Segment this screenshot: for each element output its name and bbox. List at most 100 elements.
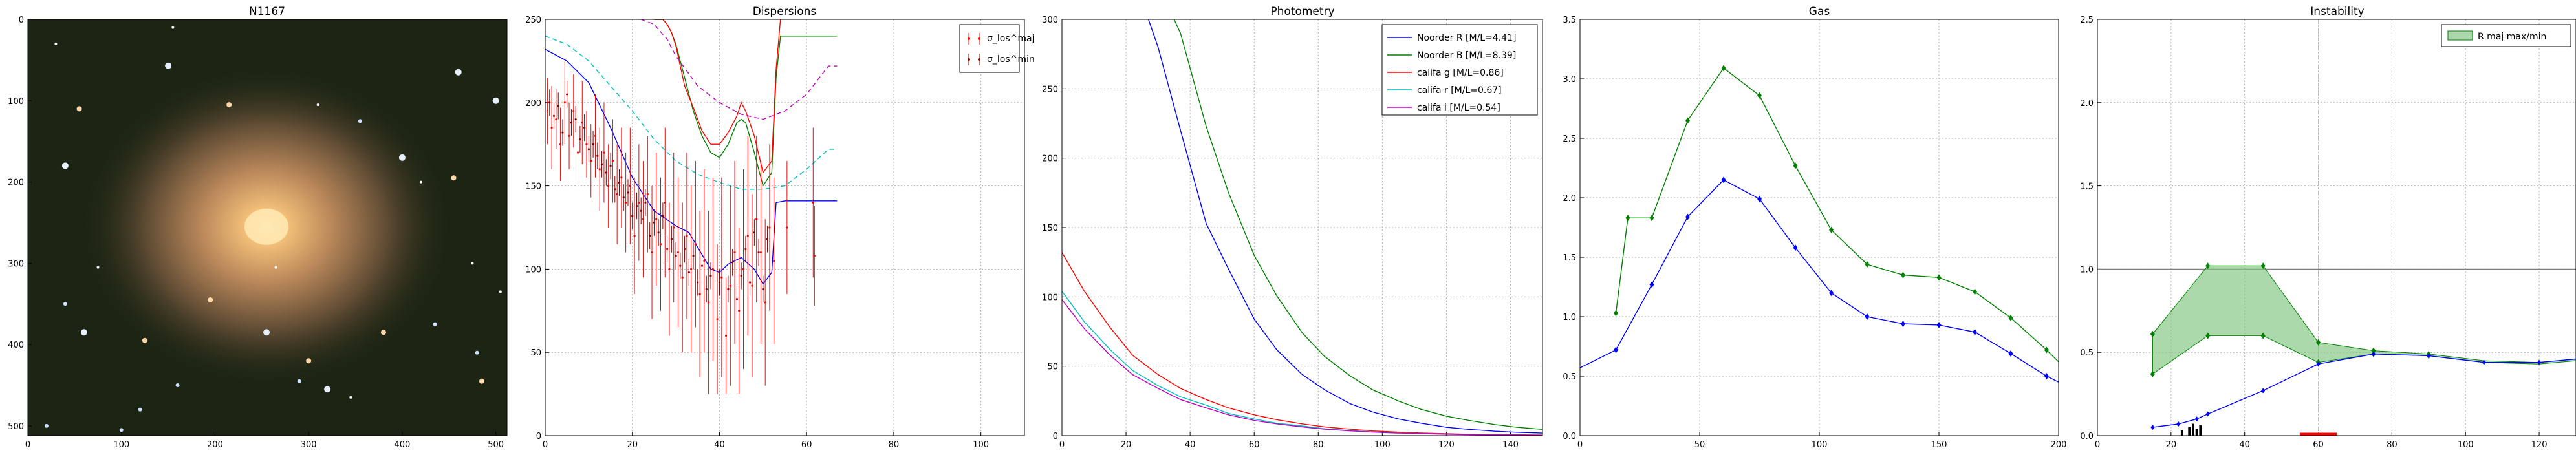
errorbar-point xyxy=(733,251,736,254)
errorbar-min-point xyxy=(566,93,568,96)
y-tick-label: 1.0 xyxy=(1563,313,1576,323)
x-tick-label: 100 xyxy=(1812,440,1828,450)
errorbar-min-point xyxy=(705,288,708,290)
errorbar-min-point xyxy=(600,163,603,165)
star xyxy=(165,62,172,69)
errorbar-min-point xyxy=(749,281,752,284)
star xyxy=(96,266,100,269)
legend-label: Noorder R [M/L=4.41] xyxy=(1417,33,1516,43)
errorbar-point xyxy=(659,243,662,246)
star xyxy=(274,266,277,269)
errorbar-point xyxy=(724,334,728,337)
data-point xyxy=(2008,314,2013,321)
errorbar-point xyxy=(676,251,680,254)
errorbar-point xyxy=(563,101,566,104)
y-tick-label: 100 xyxy=(525,265,541,275)
band-point xyxy=(2205,332,2211,339)
y-tick-label: 150 xyxy=(525,182,541,192)
errorbar-point xyxy=(720,276,723,279)
errorbar-min-point xyxy=(561,131,564,134)
photometry-panel: 0 20 40 60 80 100 120 140 0 50 100 150 200 250 300 Noor… xyxy=(1042,16,1543,450)
legend-box xyxy=(959,24,1020,73)
data-point xyxy=(1793,244,1798,251)
errorbar-point xyxy=(768,226,771,229)
y-tick-label: 100 xyxy=(1042,293,1058,302)
star xyxy=(208,297,213,302)
data-point xyxy=(2205,411,2210,417)
legend-errorbar-point xyxy=(968,58,970,61)
errorbar-point xyxy=(629,185,631,187)
errorbar-min-point xyxy=(735,298,738,301)
x-tick-label: 80 xyxy=(2387,440,2397,450)
errorbar-point xyxy=(620,176,623,179)
y-tick-label: 250 xyxy=(1042,85,1058,94)
series-line xyxy=(1062,299,1542,436)
data-point xyxy=(1865,313,1870,320)
star xyxy=(316,103,319,107)
errorbar-point xyxy=(742,268,745,270)
band-point xyxy=(2371,347,2376,354)
star xyxy=(54,42,58,45)
errorbar-point xyxy=(555,118,557,121)
errorbar-min-point xyxy=(548,101,551,104)
errorbar-point xyxy=(633,235,636,237)
y-tick-label: 200 xyxy=(525,99,541,109)
errorbar-point xyxy=(611,160,614,162)
star xyxy=(63,302,67,306)
star xyxy=(142,337,147,343)
errorbar-point xyxy=(686,235,688,237)
errorbar-point xyxy=(738,310,741,312)
errorbar-point xyxy=(773,259,775,262)
black-mark xyxy=(2180,430,2183,436)
errorbar-point xyxy=(642,218,645,220)
star xyxy=(398,154,406,161)
legend-label: califa g [M/L=0.86] xyxy=(1417,68,1504,78)
star xyxy=(471,262,474,265)
y-tick-label: 400 xyxy=(8,341,24,350)
star xyxy=(119,428,124,432)
errorbar-min-point xyxy=(644,201,647,204)
band-point xyxy=(2205,262,2211,270)
errorbar-point xyxy=(673,226,675,229)
data-point xyxy=(1829,290,1834,297)
errorbar-point xyxy=(568,134,570,137)
errorbar-min-point xyxy=(657,231,660,234)
legend-label: σ_los^min xyxy=(987,54,1035,65)
data-point xyxy=(2194,416,2199,422)
y-tick-label: 0.0 xyxy=(2080,432,2094,441)
legend-errorbar-point xyxy=(968,37,970,40)
errorbar-min-point xyxy=(579,138,581,141)
legend-box xyxy=(2441,24,2571,47)
series-line xyxy=(2152,354,2576,428)
y-tick-label: 1.5 xyxy=(2080,182,2094,192)
data-point xyxy=(1757,92,1762,99)
y-tick-label: 1.0 xyxy=(2080,265,2094,275)
band-fill xyxy=(2152,265,2576,375)
errorbar-min-point xyxy=(666,248,669,251)
y-tick-label: 250 xyxy=(525,16,541,25)
errorbar-point xyxy=(581,122,583,124)
star xyxy=(44,423,49,428)
errorbar-min-point xyxy=(583,126,586,129)
legend-swatch xyxy=(2447,30,2473,41)
x-tick-label: 60 xyxy=(1249,440,1260,450)
star xyxy=(297,379,301,383)
data-point xyxy=(1614,310,1618,317)
y-tick-label: 200 xyxy=(8,178,24,188)
data-point xyxy=(2150,425,2155,430)
x-tick-label: 40 xyxy=(714,440,725,450)
x-tick-label: 20 xyxy=(1121,440,1132,450)
data-point xyxy=(1721,176,1726,184)
legend-errorbar-point xyxy=(978,58,980,61)
data-point xyxy=(2008,350,2013,357)
errorbar-min-point xyxy=(609,165,612,167)
x-tick-label: 40 xyxy=(1185,440,1196,450)
black-mark xyxy=(2188,427,2191,436)
dispersions-panel: 0 20 40 60 80 100 0 50 100 150 200 250 σ_los^maj σ_lo… xyxy=(525,16,1035,450)
data-point xyxy=(1649,281,1654,288)
x-tick-label: 200 xyxy=(207,440,223,450)
y-tick-label: 1.5 xyxy=(1563,253,1576,263)
errorbar-min-point xyxy=(592,143,594,145)
y-tick-label: 2.0 xyxy=(1563,194,1576,204)
x-tick-label: 0 xyxy=(1577,440,1583,450)
